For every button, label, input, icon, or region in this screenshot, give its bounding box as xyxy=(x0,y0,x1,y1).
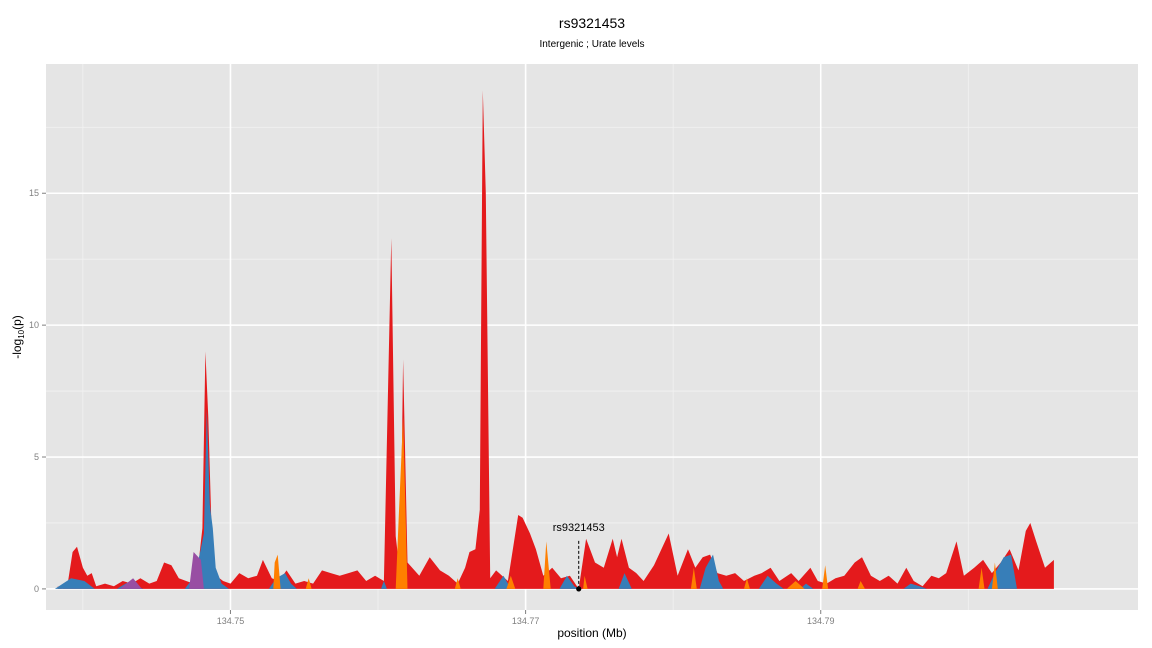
chart-title: rs9321453 xyxy=(559,15,625,31)
x-axis-ticks: 134.75 134.77 134.79 xyxy=(217,610,835,626)
x-tick-label: 134.77 xyxy=(512,616,540,626)
y-tick-label: 5 xyxy=(34,452,39,462)
y-axis-ticks: 0 5 10 15 xyxy=(29,188,46,594)
grid-minor xyxy=(46,64,1138,610)
annotation-layer: rs9321453 xyxy=(553,522,605,592)
y-axis-title-base: -log xyxy=(10,339,24,359)
y-axis-title-sub: 10 xyxy=(17,329,26,338)
y-axis-title-rest: (p) xyxy=(10,315,24,330)
y-tick-label: 15 xyxy=(29,188,39,198)
x-tick-label: 134.79 xyxy=(807,616,835,626)
x-axis-title: position (Mb) xyxy=(557,626,626,640)
x-tick-label: 134.75 xyxy=(217,616,245,626)
y-axis-title: -log10(p) xyxy=(10,315,26,359)
series-layer xyxy=(54,90,1054,589)
annotation-marker xyxy=(576,586,582,592)
y-tick-label: 10 xyxy=(29,320,39,330)
y-tick-label: 0 xyxy=(34,584,39,594)
annotation-label: rs9321453 xyxy=(553,522,605,534)
area-series-4 xyxy=(119,552,204,589)
chart-subtitle: Intergenic ; Urate levels xyxy=(539,39,644,50)
plot-panel xyxy=(46,64,1138,610)
